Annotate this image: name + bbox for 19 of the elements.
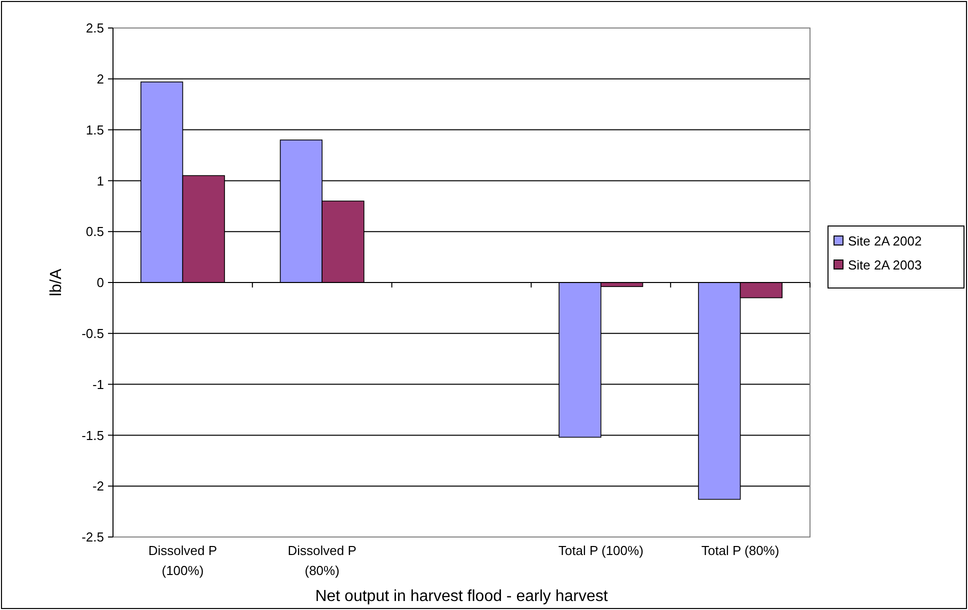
y-tick-label: 1.5 [86, 122, 104, 138]
y-tick-label: -2.5 [82, 530, 104, 545]
legend-label: Site 2A 2003 [848, 258, 922, 273]
y-tick-label: -2 [92, 478, 104, 494]
y-tick-label: 0 [96, 275, 104, 290]
y-tick-label: -0.5 [82, 326, 104, 341]
y-tick-label: -1 [92, 376, 104, 392]
y-tick-label: 2 [96, 71, 104, 86]
y-axis-title: lb/A [48, 268, 65, 296]
x-tick-label: Dissolved P (80%) [288, 543, 356, 578]
legend-label: Site 2A 2002 [848, 234, 922, 249]
y-tick-label: 0.5 [86, 224, 104, 240]
y-tick-label: -1.5 [82, 428, 104, 443]
x-tick-label: Total P (80%) [701, 543, 780, 558]
y-tick-label: 2.5 [86, 20, 104, 36]
x-tick-label: Dissolved P (100%) [148, 543, 218, 578]
x-axis-title: Net output in harvest flood - early harvest [315, 588, 608, 605]
x-tick-label: Total P (100%) [558, 543, 644, 558]
y-tick-label: 1 [96, 173, 104, 188]
